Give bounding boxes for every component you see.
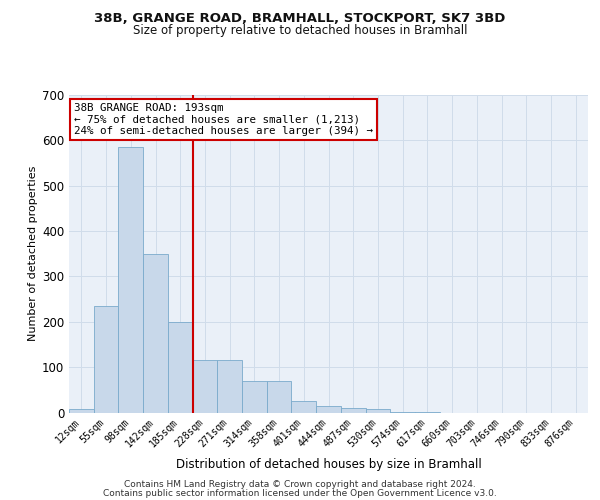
Text: Contains public sector information licensed under the Open Government Licence v3: Contains public sector information licen…	[103, 488, 497, 498]
Y-axis label: Number of detached properties: Number of detached properties	[28, 166, 38, 342]
Bar	[316, 406, 341, 412]
Bar	[267, 381, 292, 412]
X-axis label: Distribution of detached houses by size in Bramhall: Distribution of detached houses by size …	[176, 458, 481, 470]
Bar	[94, 306, 118, 412]
Bar	[118, 147, 143, 412]
Bar	[143, 254, 168, 412]
Text: 38B GRANGE ROAD: 193sqm
← 75% of detached houses are smaller (1,213)
24% of semi: 38B GRANGE ROAD: 193sqm ← 75% of detache…	[74, 103, 373, 136]
Bar	[341, 408, 365, 412]
Text: Contains HM Land Registry data © Crown copyright and database right 2024.: Contains HM Land Registry data © Crown c…	[124, 480, 476, 489]
Text: Size of property relative to detached houses in Bramhall: Size of property relative to detached ho…	[133, 24, 467, 37]
Bar	[292, 401, 316, 412]
Bar	[217, 360, 242, 412]
Bar	[365, 409, 390, 412]
Bar	[69, 409, 94, 412]
Text: 38B, GRANGE ROAD, BRAMHALL, STOCKPORT, SK7 3BD: 38B, GRANGE ROAD, BRAMHALL, STOCKPORT, S…	[94, 12, 506, 26]
Bar	[168, 322, 193, 412]
Bar	[193, 360, 217, 412]
Bar	[242, 381, 267, 412]
